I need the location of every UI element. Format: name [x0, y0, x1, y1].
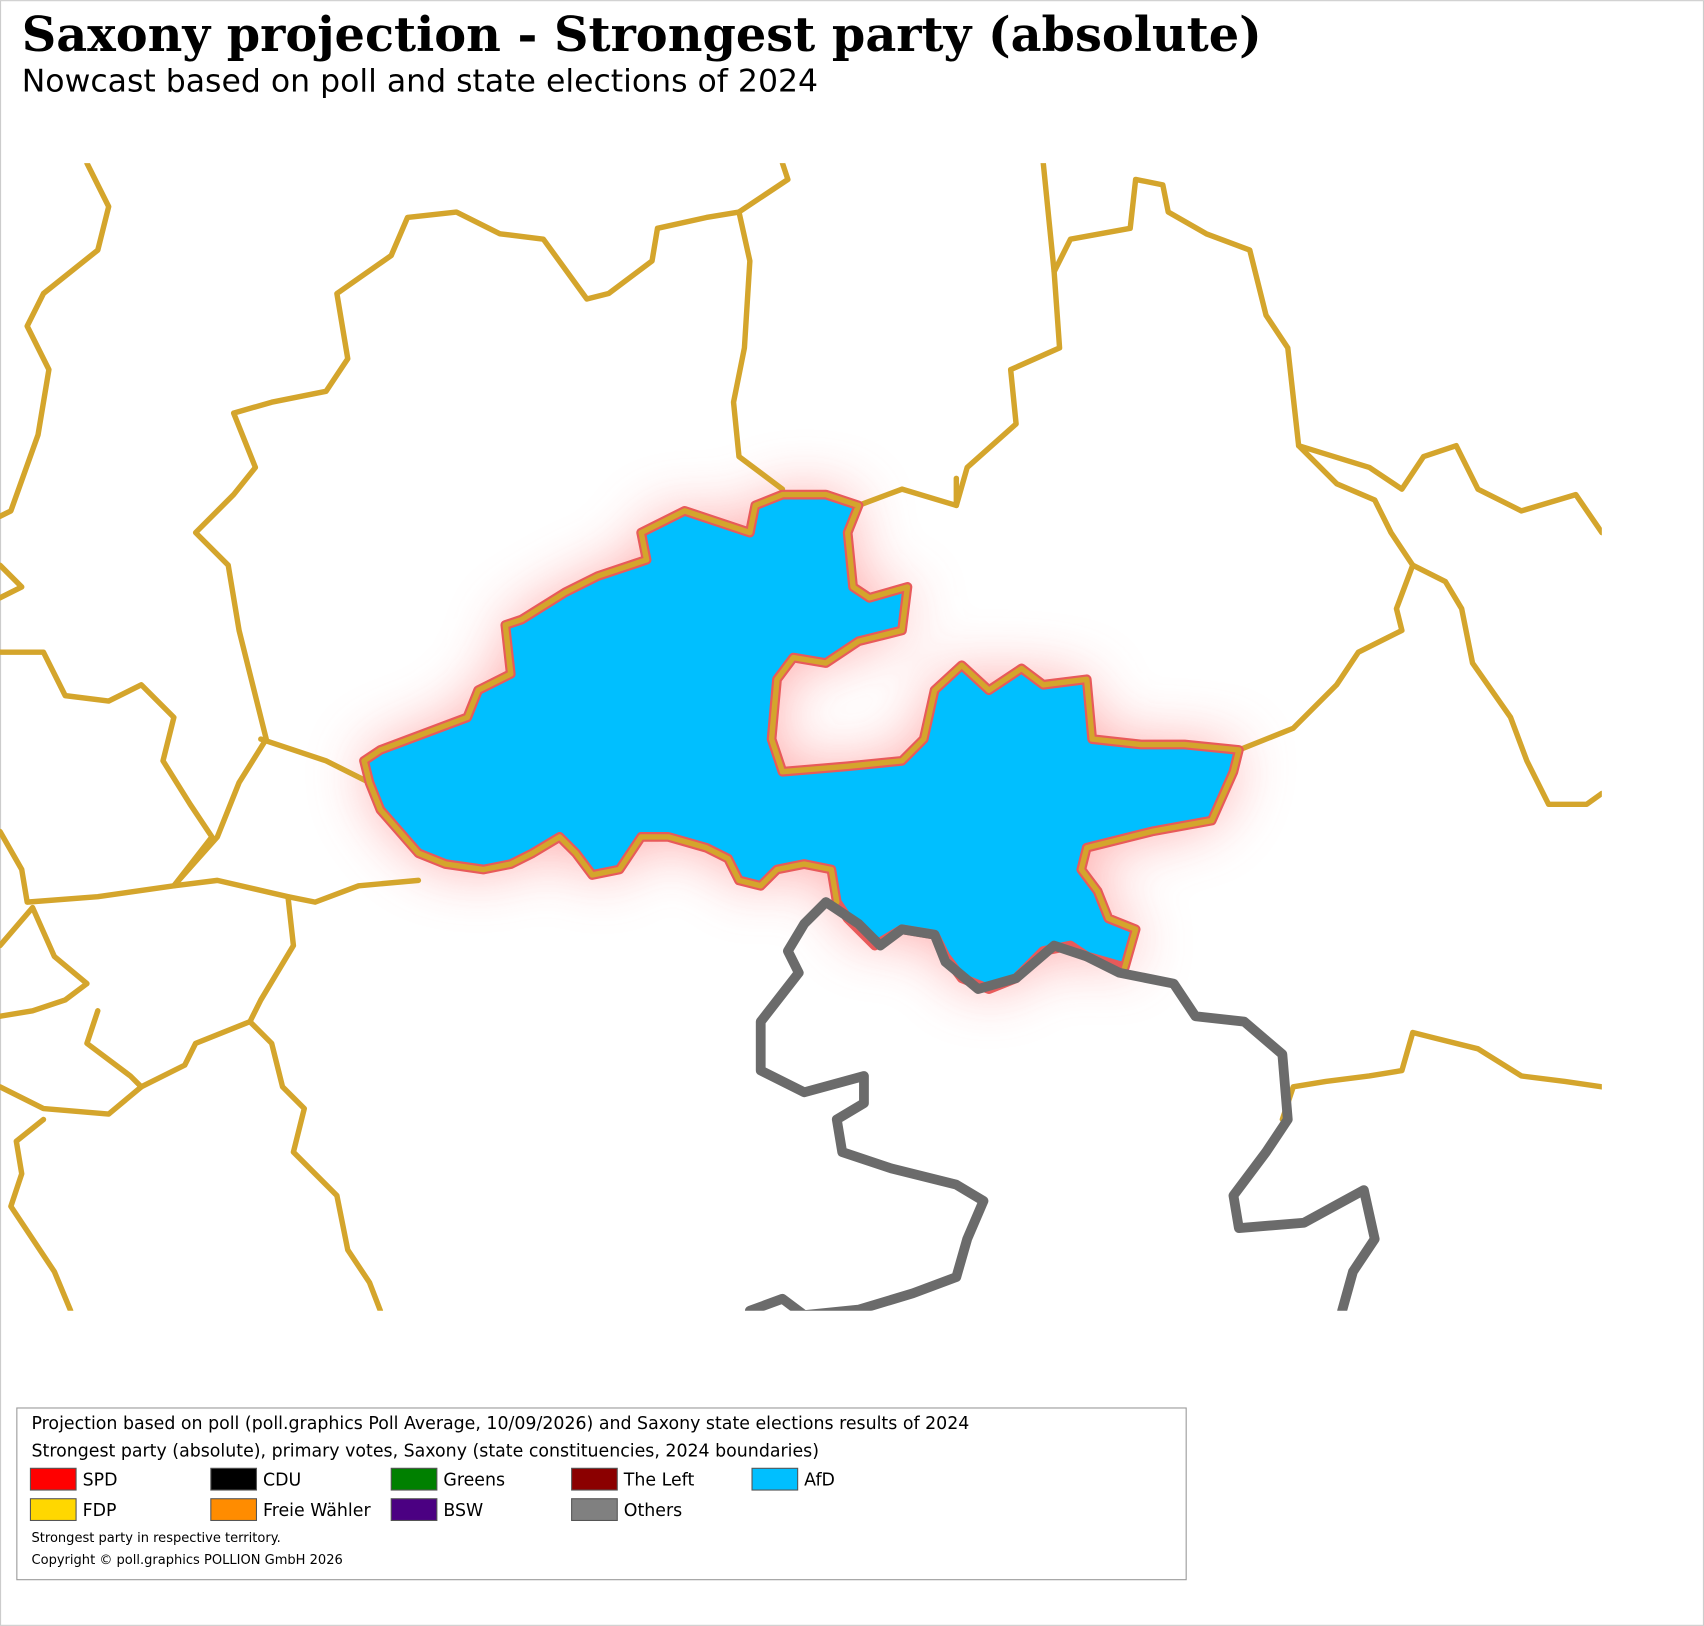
region-boundary [361, 491, 1242, 971]
legend-line: Projection based on poll (poll.graphics … [32, 1414, 970, 1434]
legend-label: Others [624, 1501, 682, 1521]
legend-label: FDP [83, 1501, 117, 1521]
title: Saxony projection - Strongest party (abs… [22, 7, 1262, 63]
legend-label: SPD [83, 1471, 118, 1491]
legend-label: AfD [804, 1471, 835, 1491]
legend-label: BSW [443, 1501, 483, 1521]
map [0, 163, 1602, 1311]
legend-label: Freie Wähler [263, 1501, 371, 1521]
legend-box [16, 1407, 1187, 1581]
legend-swatch [210, 1467, 258, 1491]
legend-line: Strongest party (absolute), primary vote… [32, 1441, 820, 1461]
legend-note: Copyright © poll.graphics POLLION GmbH 2… [32, 1553, 343, 1568]
legend: Projection based on poll (poll.graphics … [16, 1407, 1187, 1581]
legend-swatch [390, 1467, 438, 1491]
legend-swatch [210, 1498, 258, 1522]
legend-swatch [571, 1498, 618, 1522]
state-border [744, 897, 1380, 1311]
boundaries [0, 163, 1602, 1311]
legend-swatch [751, 1467, 799, 1491]
legend-note: Strongest party in respective territory. [32, 1531, 281, 1546]
legend-label: Greens [443, 1471, 505, 1491]
legend-label: The Left [623, 1471, 695, 1491]
legend-label: CDU [263, 1471, 301, 1491]
legend-swatch [29, 1467, 77, 1491]
subtitle: Nowcast based on poll and state election… [22, 63, 818, 99]
legend-swatch [571, 1467, 618, 1491]
legend-swatch [29, 1498, 77, 1522]
legend-swatch [390, 1498, 438, 1522]
